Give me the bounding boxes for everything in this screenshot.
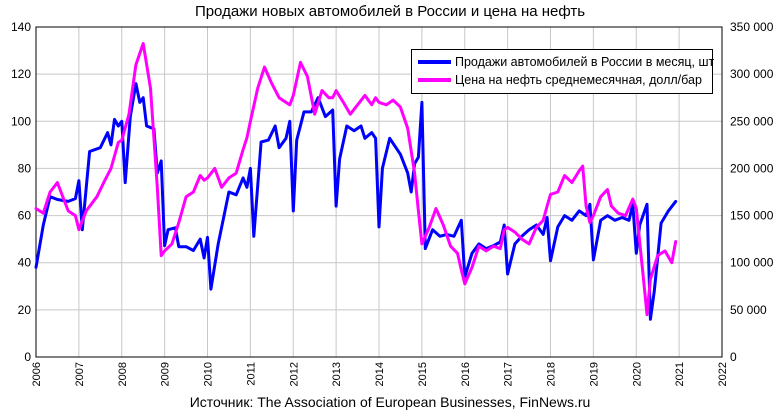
x-tick-label: 2016 — [460, 362, 472, 386]
x-tick-label: 2021 — [674, 362, 686, 386]
y-left-tick-label: 100 — [11, 114, 31, 128]
y-right-tick-label: 250 000 — [730, 114, 774, 128]
x-tick-label: 2019 — [588, 362, 600, 386]
x-tick-label: 2017 — [503, 362, 515, 386]
chart-source: Источник: The Association of European Bu… — [189, 394, 591, 410]
x-tick-label: 2008 — [117, 362, 129, 386]
legend-swatch-oil — [418, 78, 451, 82]
y-right-tick-label: 50 000 — [730, 303, 767, 317]
plot-area-border — [35, 26, 723, 358]
x-tick-label: 2012 — [288, 362, 300, 386]
y-left-tick-label: 140 — [11, 20, 31, 34]
x-tick-label: 2011 — [245, 362, 257, 386]
series-lines — [34, 42, 678, 321]
y-left-tick-label: 20 — [18, 303, 32, 317]
y-right-tick-label: 350 000 — [730, 20, 774, 34]
y-right-tick-labels: 0 50 000 100 000 150 000 200 000 250 000 300 0… — [730, 20, 774, 364]
y-left-tick-label: 40 — [18, 256, 32, 270]
x-tick-label: 2013 — [331, 362, 343, 386]
y-left-tick-labels: 0 20 40 60 80 100 120 140 — [11, 20, 31, 364]
legend: Продажи автомобилей в России в месяц, шт… — [411, 49, 714, 94]
y-left-tick-label: 60 — [18, 209, 32, 223]
y-left-tick-label: 0 — [24, 350, 31, 364]
series-line-oil-price — [34, 42, 678, 317]
x-tick-label: 2006 — [31, 362, 43, 386]
y-right-tick-label: 0 — [730, 350, 737, 364]
chart-title: Продажи новых автомобилей в России и цен… — [194, 3, 586, 20]
x-tick-label: 2010 — [203, 362, 215, 386]
x-tick-label: 2018 — [546, 362, 558, 386]
x-tick-label: 2009 — [160, 362, 172, 386]
x-tick-label: 2014 — [374, 362, 386, 386]
y-right-tick-label: 100 000 — [730, 256, 774, 270]
y-right-tick-label: 300 000 — [730, 67, 774, 81]
y-left-tick-label: 80 — [18, 161, 32, 175]
x-tick-label: 2020 — [631, 362, 643, 386]
legend-item-sales: Продажи автомобилей в России в месяц, шт — [418, 53, 714, 71]
y-left-tick-label: 120 — [11, 67, 31, 81]
x-tick-labels: 2006 2007 2008 2009 2010 2011 2012 2013 2014 2015… — [31, 362, 729, 386]
x-tick-label: 2015 — [417, 362, 429, 386]
legend-item-oil: Цена на нефть среднемесячная, долл/бар — [418, 71, 702, 89]
x-tick-label: 2007 — [74, 362, 86, 386]
y-right-tick-label: 150 000 — [730, 209, 774, 223]
legend-swatch-sales — [418, 60, 451, 64]
x-tick-label: 2022 — [717, 362, 729, 386]
legend-label-sales: Продажи автомобилей в России в месяц, шт — [455, 55, 715, 69]
legend-label-oil: Цена на нефть среднемесячная, долл/бар — [455, 73, 702, 87]
y-right-tick-label: 200 000 — [730, 161, 774, 175]
series-line-car-sales — [34, 82, 678, 321]
